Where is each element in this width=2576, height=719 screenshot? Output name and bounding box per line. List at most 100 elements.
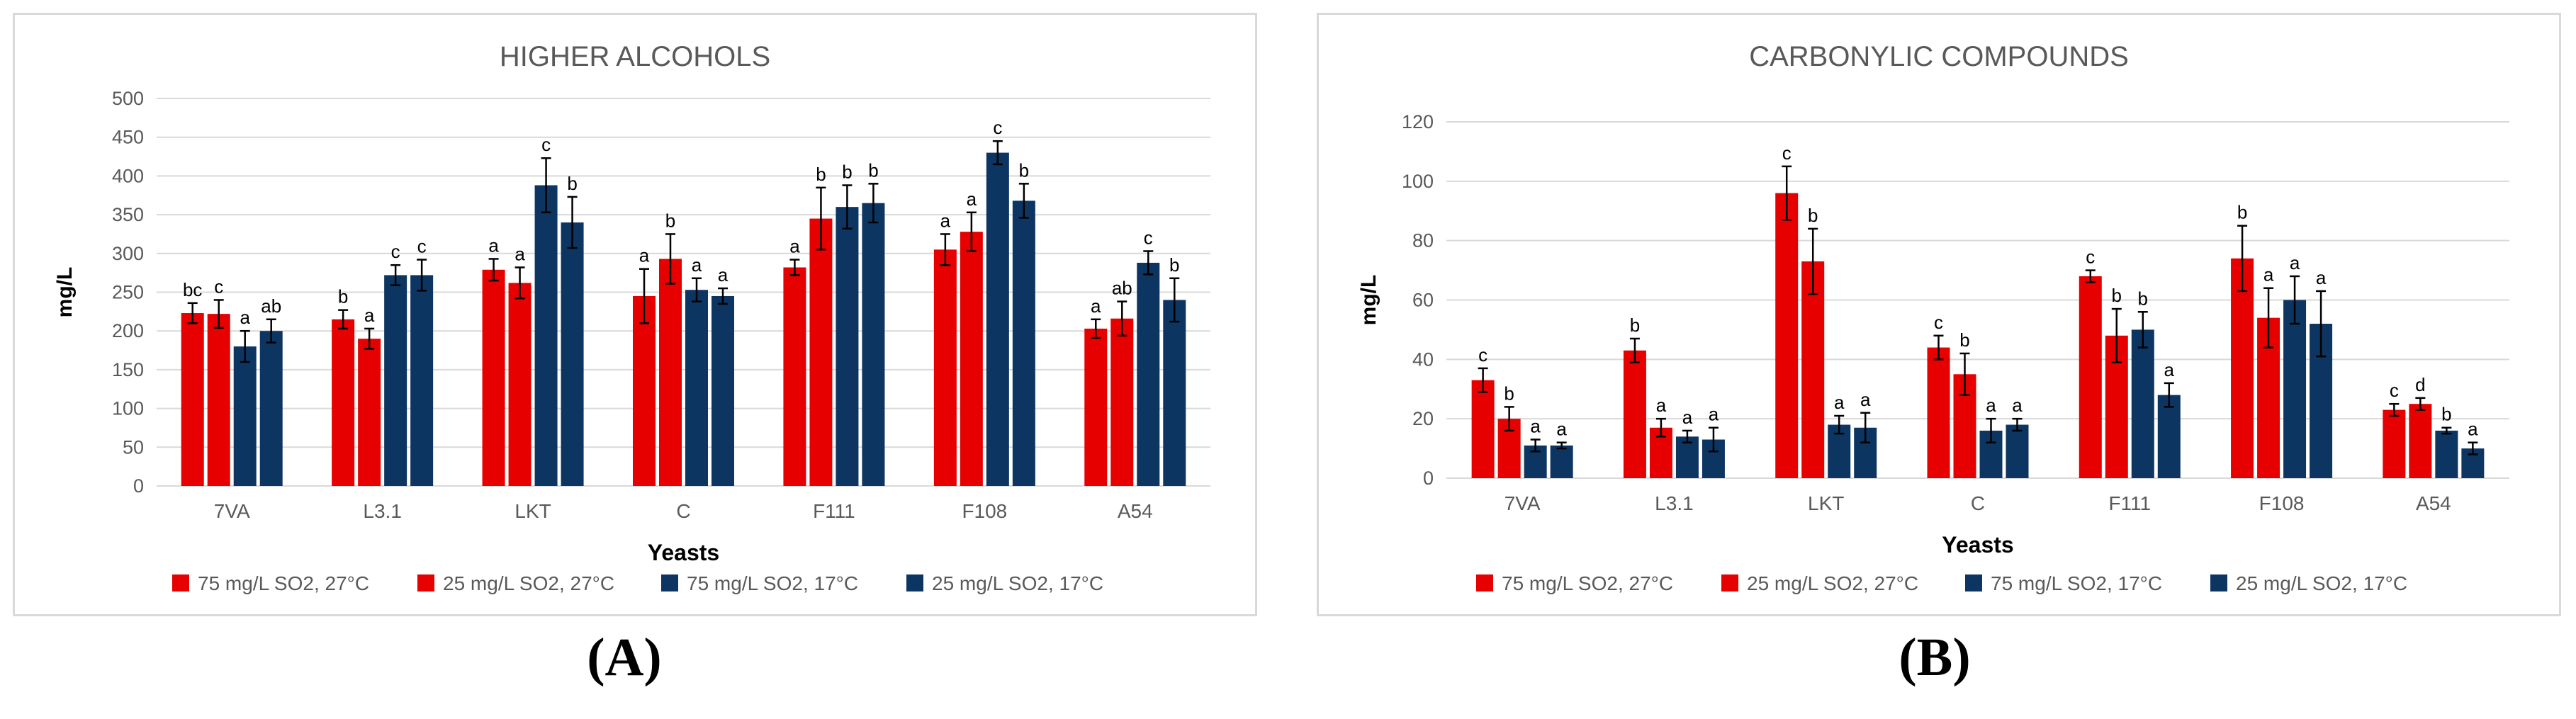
bar [482, 269, 505, 486]
significance-letter: a [2164, 359, 2175, 380]
legend-swatch [906, 574, 923, 591]
bar [633, 295, 656, 486]
x-tick-label: LKT [1808, 492, 1844, 514]
significance-letter: c [541, 134, 551, 155]
x-tick-label: F108 [2259, 492, 2305, 514]
significance-letter: a [488, 234, 499, 256]
y-tick-label: 60 [1412, 290, 1434, 311]
y-tick-label: 40 [1412, 349, 1434, 370]
significance-letter: b [842, 162, 852, 183]
significance-letter: a [1986, 395, 1996, 416]
bar [2409, 404, 2432, 478]
bar [685, 290, 708, 486]
significance-letter: b [1019, 159, 1029, 181]
significance-letter: b [1808, 205, 1818, 226]
y-tick-label: 450 [112, 127, 144, 148]
bar [1550, 445, 1573, 478]
bar [1775, 193, 1799, 478]
significance-letter: a [1709, 404, 1719, 425]
bar [1012, 200, 1035, 486]
chart-title: CARBONYLIC COMPOUNDS [1749, 41, 2129, 72]
bar [332, 319, 355, 486]
significance-letter: a [940, 210, 951, 231]
x-axis-label: Yeasts [648, 540, 719, 565]
x-tick-label: A54 [1118, 500, 1153, 522]
significance-letter: a [718, 264, 729, 285]
legend-swatch [1965, 574, 1982, 591]
significance-letter: b [567, 173, 577, 194]
significance-letter: a [967, 188, 977, 210]
x-tick-label: C [1971, 492, 1985, 514]
significance-letter: a [1091, 295, 1101, 317]
bar [233, 346, 257, 486]
bar [1801, 261, 1825, 478]
significance-letter: b [1959, 329, 1969, 351]
x-tick-label: L3.1 [363, 500, 402, 522]
significance-letter: b [1169, 254, 1179, 276]
bar [2231, 258, 2254, 478]
legend-label: 75 mg/L SO2, 27°C [1502, 572, 1673, 594]
significance-letter: a [1860, 389, 1871, 410]
significance-letter: a [514, 243, 525, 264]
significance-letter: c [417, 236, 427, 257]
significance-letter: d [2415, 374, 2425, 395]
bar [836, 207, 859, 486]
bar [358, 339, 381, 486]
legend-swatch [2210, 574, 2227, 591]
y-tick-label: 250 [112, 282, 144, 303]
chart-panel-carbonylic-compounds: CARBONYLIC COMPOUNDS 0 20 40 60 80 100 120 mg/L 7… [1317, 13, 2561, 616]
significance-letter: c [1478, 344, 1487, 366]
bar [2131, 329, 2154, 478]
legend-swatch [1721, 574, 1738, 591]
significance-letter: a [789, 236, 800, 257]
significance-letter: b [2138, 288, 2148, 309]
bar [2435, 430, 2458, 478]
bar [534, 185, 558, 486]
bar [960, 232, 983, 486]
chart-carbonylic-compounds: CARBONYLIC COMPOUNDS 0 20 40 60 80 100 120 mg/L 7… [1357, 41, 2509, 594]
bar [259, 331, 283, 486]
significance-letter: a [1530, 416, 1541, 437]
significance-letter: ab [1112, 278, 1132, 299]
legend-swatch [172, 574, 189, 591]
x-tick-label: C [676, 500, 690, 522]
y-tick-label: 100 [1402, 171, 1434, 192]
x-tick-label: F111 [813, 500, 855, 522]
chart-title: HIGHER ALCOHOLS [500, 41, 770, 72]
bar [2006, 424, 2029, 478]
bar [1163, 300, 1186, 486]
legend-label: 75 mg/L SO2, 27°C [198, 572, 369, 594]
bar [809, 218, 833, 486]
significance-letter: c [2086, 247, 2095, 268]
significance-letter: a [1556, 419, 1567, 440]
y-tick-label: 300 [112, 243, 144, 264]
significance-letter: a [2316, 267, 2327, 288]
y-tick-label: 200 [112, 320, 144, 341]
bar [410, 275, 434, 486]
legend-label: 75 mg/L SO2, 17°C [687, 572, 858, 594]
bar [2079, 276, 2102, 478]
bar [1137, 262, 1160, 486]
bar [1675, 436, 1699, 478]
significance-letter: b [816, 164, 826, 185]
bar [1927, 347, 1950, 478]
x-axis-label: Yeasts [1942, 532, 2013, 557]
significance-letter: c [1934, 312, 1943, 333]
y-tick-label: 0 [133, 475, 144, 497]
bar [1623, 350, 1646, 478]
significance-letter: a [1834, 392, 1845, 413]
chart-higher-alcohols: HIGHER ALCOHOLS 0 50 100 150 200 250 300 350 400 4… [53, 41, 1210, 594]
significance-letter: a [2263, 264, 2274, 285]
y-axis-label: mg/L [53, 267, 77, 318]
legend-swatch [1476, 574, 1493, 591]
x-tick-label: F108 [962, 500, 1007, 522]
bar [2383, 409, 2406, 478]
chart-panel-higher-alcohols: HIGHER ALCOHOLS 0 50 100 150 200 250 300 350 400 4… [13, 13, 1257, 616]
y-tick-label: 20 [1412, 408, 1434, 429]
significance-letter: ab [261, 295, 281, 317]
significance-letter: b [338, 286, 348, 307]
significance-letter: c [1782, 142, 1792, 164]
bar [659, 259, 682, 486]
bar [508, 283, 531, 486]
significance-letter: b [2112, 285, 2122, 306]
